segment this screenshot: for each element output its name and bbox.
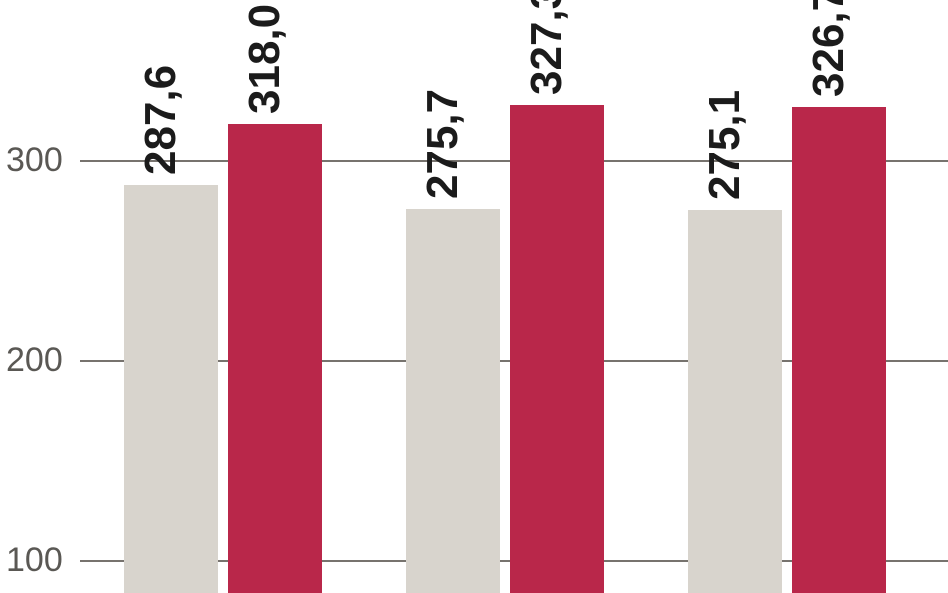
plot-area: 287,6 318,0 275,7 327,3 275,1 326,7: [80, 0, 948, 593]
bar-value-label: 287,6: [136, 65, 186, 175]
bar-chart: 287,6 318,0 275,7 327,3 275,1 326,7 100 200 300…: [0, 0, 948, 593]
bar: [228, 124, 322, 593]
bar: [510, 105, 604, 593]
bar-value-label: 275,7: [418, 89, 468, 199]
bar: [124, 185, 218, 593]
y-tick-label: 100: [6, 541, 63, 580]
bar-value-label: 318,0: [240, 4, 290, 114]
bar-value-label: 326,7: [804, 0, 854, 97]
bar: [792, 107, 886, 593]
bar: [688, 210, 782, 593]
bar-value-label: 275,1: [700, 90, 750, 200]
bar: [406, 209, 500, 593]
y-tick-label: 300: [6, 141, 63, 180]
bar-value-label: 327,3: [522, 0, 572, 95]
y-tick-label: 200: [6, 341, 63, 380]
